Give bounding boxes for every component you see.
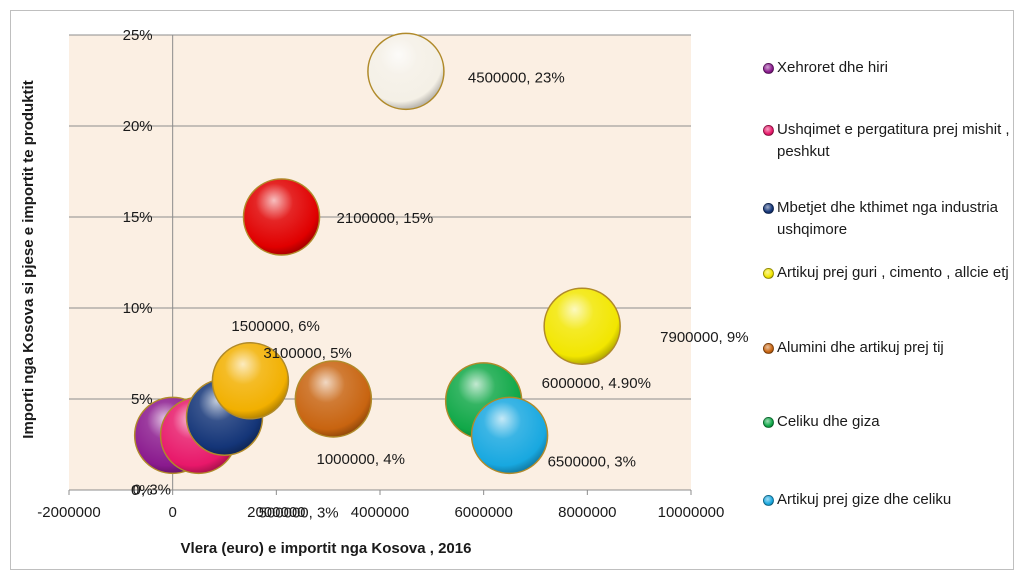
bubble-data-label: 6500000, 3% xyxy=(548,453,636,470)
x-tick-label: 6000000 xyxy=(454,504,512,521)
y-tick-label: 5% xyxy=(131,391,153,408)
legend-label: Artikuj prej gize dhe celiku xyxy=(777,491,952,508)
y-tick-label: 10% xyxy=(123,300,153,317)
y-tick-label: 25% xyxy=(123,27,153,44)
bubble-chart: -2000000 0 2000000 4000000 6000000 8000000 100… xyxy=(20,27,749,557)
legend-label: Celiku dhe giza xyxy=(777,413,880,430)
x-tick-label: 8000000 xyxy=(558,504,616,521)
legend-label: Xehroret dhe hiri xyxy=(777,59,888,76)
legend-item: Celiku dhe giza xyxy=(763,413,1026,433)
legend-item: Artikuj prej gize dhe celiku xyxy=(763,491,1026,511)
legend-label: Alumini dhe artikuj prej tij xyxy=(777,339,944,356)
x-axis-title: Vlera (euro) e importit nga Kosova , 201… xyxy=(181,540,472,557)
bubble-data-label: 3100000, 5% xyxy=(263,345,351,362)
legend-marker-icon xyxy=(763,343,774,354)
bubble xyxy=(470,396,549,475)
y-tick-label: 20% xyxy=(123,118,153,135)
bubble-data-label: 2100000, 15% xyxy=(337,210,434,227)
legend-label: Artikuj prej guri , cimento , allcie etj xyxy=(777,264,1009,281)
legend-item: Artikuj prej guri , cimento , allcie etj xyxy=(763,264,1026,284)
x-tick-label: 4000000 xyxy=(351,504,409,521)
bubble-data-label: 500000, 3% xyxy=(259,504,339,521)
x-tick-label: 10000000 xyxy=(658,504,725,521)
legend-label: Ushqimet e pergatitura prej mishit , pes… xyxy=(777,121,1010,160)
y-tick-label: 15% xyxy=(123,209,153,226)
bubble xyxy=(211,342,290,420)
legend-marker-icon xyxy=(763,268,774,279)
y-axis-title: Importi nga Kosova si pjese e importit t… xyxy=(20,80,37,438)
legend-item: Ushqimet e pergatitura prej mishit , pes… xyxy=(763,121,1026,163)
legend-label: Mbetjet dhe kthimet nga industria ushqim… xyxy=(777,199,998,238)
legend-marker-icon xyxy=(763,203,774,214)
x-tick-label: 0 xyxy=(168,504,176,521)
bubbles xyxy=(133,32,621,475)
x-tick-label: 2000000 xyxy=(247,504,305,521)
y-tick-label: 0% xyxy=(131,482,153,499)
legend-item: Alumini dhe artikuj prej tij xyxy=(763,339,1026,359)
bubble-data-label: 4500000, 23% xyxy=(468,69,565,86)
bubble xyxy=(294,360,373,438)
x-axis-ticks: -2000000 0 2000000 4000000 6000000 8000000 100… xyxy=(37,490,724,521)
bubble xyxy=(242,178,321,256)
bubble-data-label: 1500000, 6% xyxy=(231,318,319,335)
legend-marker-icon xyxy=(763,417,774,428)
x-tick-label: -2000000 xyxy=(37,504,100,521)
y-axis-ticks: 0% 5% 10% 15% 20% 25% xyxy=(123,27,173,499)
legend-marker-icon xyxy=(763,495,774,506)
legend-marker-icon xyxy=(763,125,774,136)
chart-frame: -2000000 0 2000000 4000000 6000000 8000000 100… xyxy=(10,10,1014,570)
legend-marker-icon xyxy=(763,63,774,74)
legend-item: Mbetjet dhe kthimet nga industria ushqim… xyxy=(763,199,1026,241)
bubble-data-label: 0, 3% xyxy=(133,481,171,498)
bubble xyxy=(367,32,445,111)
bubble-data-label: 1000000, 4% xyxy=(317,451,405,468)
bubble-data-label: 6000000, 4.90% xyxy=(542,375,651,392)
legend-item: Xehroret dhe hiri xyxy=(763,59,1026,79)
bubble-data-label: 7900000, 9% xyxy=(660,329,748,346)
data-labels: 0, 3% 500000, 3% 1000000, 4% 1500000, 6% 310… xyxy=(133,69,749,521)
bubble xyxy=(543,287,621,365)
